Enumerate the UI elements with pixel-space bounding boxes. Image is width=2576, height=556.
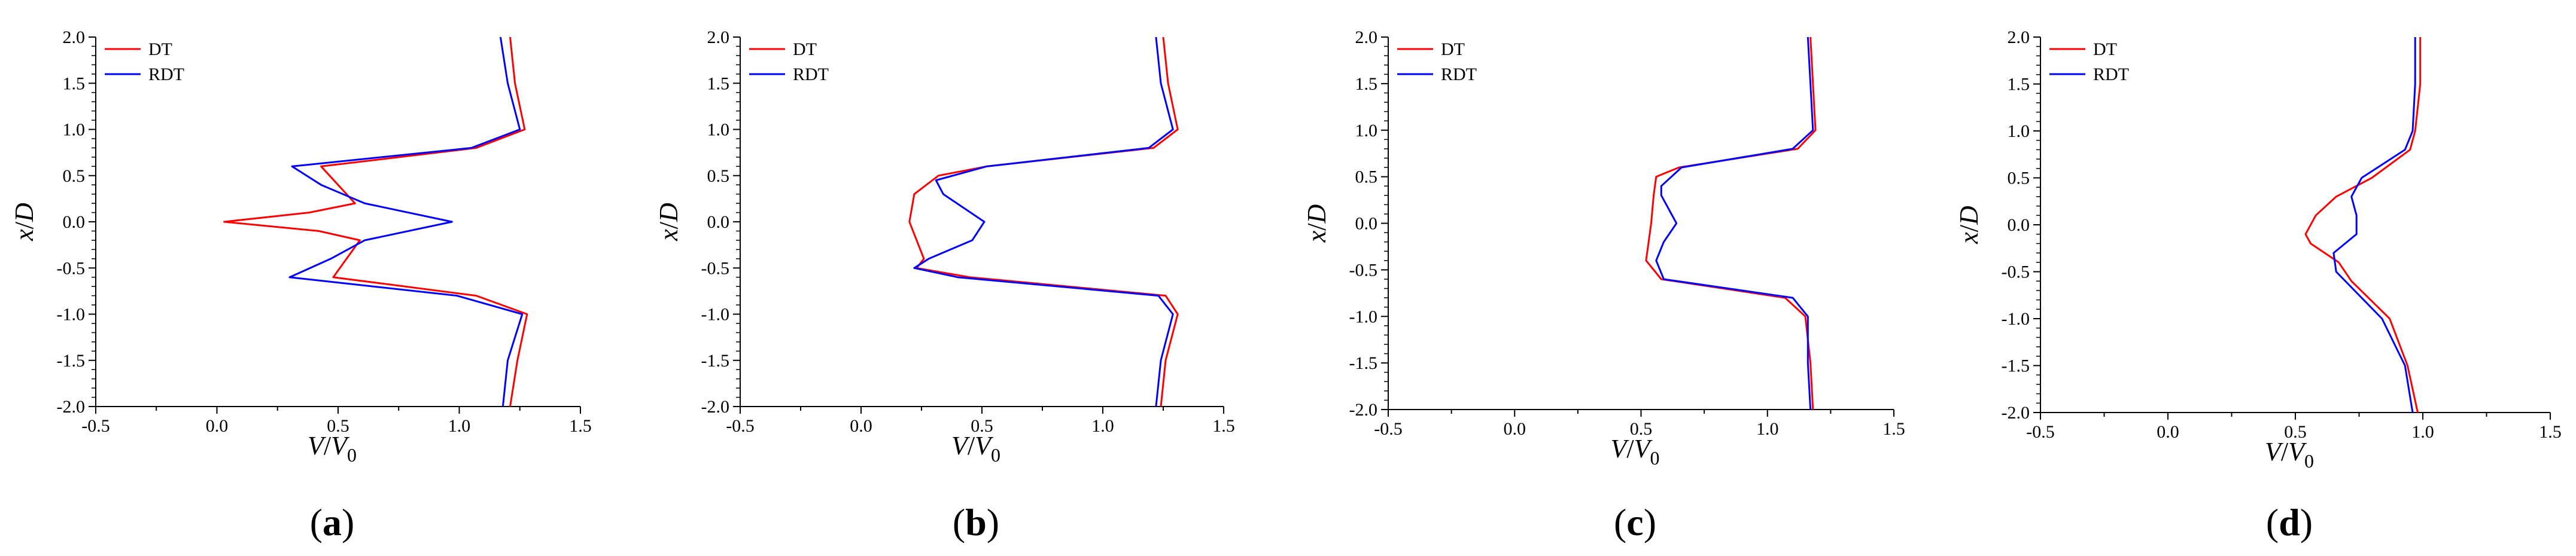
y-tick-label: 1.0	[63, 120, 86, 140]
y-tick-label: 2.0	[1355, 28, 1378, 47]
y-axis-title: x/D	[654, 203, 683, 242]
series-line-rdt	[1655, 36, 1814, 410]
y-axis-title: x/D	[1302, 204, 1331, 243]
y-tick-label: -1.5	[2002, 356, 2030, 376]
x-tick-label: 1.5	[569, 416, 592, 436]
x-tick-label: -0.5	[2026, 422, 2055, 442]
x-tick-label: 1.0	[448, 416, 471, 436]
y-tick-label: -1.5	[57, 351, 86, 371]
x-tick-label: 1.5	[1212, 416, 1235, 436]
y-tick-label: -2.0	[2002, 403, 2030, 423]
x-tick-label: 0.5	[327, 416, 349, 436]
x-tick-label: 0.0	[850, 416, 872, 436]
panel-label: (d)	[2266, 501, 2313, 543]
y-tick-label: 1.5	[1355, 74, 1378, 94]
y-tick-label: -1.0	[2002, 309, 2030, 329]
x-tick-label: 0.5	[1630, 419, 1653, 439]
series-line-dt	[223, 36, 528, 407]
y-tick-label: 2.0	[2008, 28, 2030, 47]
x-axis-title: V/V0	[951, 431, 1000, 466]
legend-label-rdt: RDT	[2093, 65, 2129, 84]
y-axis-title: x/D	[10, 203, 39, 242]
legend-label-rdt: RDT	[793, 65, 829, 84]
y-tick-label: 0.5	[2008, 169, 2030, 188]
y-tick-label: -0.5	[1349, 260, 1378, 280]
y-tick-label: 1.0	[2008, 121, 2030, 141]
y-tick-label: -2.0	[57, 397, 86, 417]
legend-label-dt: DT	[793, 39, 817, 59]
x-axis-title: V/V0	[308, 431, 357, 466]
legend-label-dt: DT	[2093, 39, 2117, 59]
y-tick-label: -1.0	[701, 305, 730, 325]
y-tick-label: -2.0	[701, 397, 730, 417]
y-tick-label: 1.5	[707, 74, 730, 93]
series-line-rdt	[288, 36, 524, 407]
x-tick-label: 1.0	[1756, 419, 1779, 439]
y-tick-label: -2.0	[1349, 400, 1378, 420]
y-tick-label: 0.5	[1355, 167, 1378, 187]
x-tick-label: 0.0	[2157, 422, 2179, 442]
y-tick-label: 0.0	[1355, 214, 1378, 234]
x-tick-label: 1.5	[1882, 419, 1905, 439]
panel-label: (b)	[953, 501, 999, 543]
panel-label: (c)	[1614, 501, 1656, 543]
y-tick-label: 1.0	[707, 120, 730, 140]
y-tick-label: 2.0	[63, 28, 86, 47]
y-tick-label: 2.0	[707, 28, 730, 47]
x-tick-label: 0.5	[971, 416, 993, 436]
x-tick-label: -0.5	[726, 416, 755, 436]
x-tick-label: 1.5	[2539, 422, 2562, 442]
y-tick-label: -1.0	[57, 305, 86, 325]
y-tick-label: -0.5	[2002, 262, 2030, 282]
y-tick-label: -0.5	[57, 258, 86, 278]
x-axis-title: V/V0	[2265, 437, 2314, 472]
x-tick-label: 0.5	[2284, 422, 2307, 442]
y-tick-label: 0.0	[707, 212, 730, 232]
y-tick-label: -1.0	[1349, 307, 1378, 326]
y-tick-label: 0.5	[707, 166, 730, 186]
panel-label: (a)	[310, 501, 355, 543]
y-tick-label: -1.5	[701, 351, 730, 371]
x-tick-label: -0.5	[81, 416, 110, 436]
series-line-dt	[1645, 36, 1817, 410]
x-tick-label: 0.0	[1504, 419, 1526, 439]
x-tick-label: -0.5	[1374, 419, 1403, 439]
y-tick-label: -0.5	[701, 258, 730, 278]
legend-label-rdt: RDT	[1441, 65, 1477, 84]
series-line-dt	[2304, 37, 2422, 413]
panel-b: -0.5 0.0 0.5 1.0 1.5 2.0 1.5 1.0 0.5 0.0 -0.5 -1.0 -…	[654, 28, 1235, 543]
panel-c: -0.5 0.0 0.5 1.0 1.5 2.0 1.5 1.0 0.5 0.0 -0.5 -1.0 -…	[1302, 28, 1905, 543]
panel-a: -0.5 0.0 0.5 1.0 1.5 2.0 1.5 1.0 0.5 0.0 -0.5 -1.0 -…	[10, 28, 592, 543]
legend-label-dt: DT	[148, 39, 172, 59]
y-tick-label: 0.0	[63, 212, 86, 232]
y-axis-title: x/D	[1954, 206, 1984, 245]
legend-label-dt: DT	[1441, 39, 1465, 59]
y-tick-label: 0.5	[63, 166, 86, 186]
x-tick-label: 0.0	[206, 416, 229, 436]
series-line-rdt	[2332, 37, 2416, 413]
x-axis-title: V/V0	[1610, 434, 1659, 469]
x-tick-label: 1.0	[1091, 416, 1114, 436]
x-tick-label: 1.0	[2411, 422, 2434, 442]
panel-d: -0.5 0.0 0.5 1.0 1.5 2.0 1.5 1.0 0.5 0.0 -0.5 -1.0 -…	[1954, 28, 2562, 543]
y-tick-label: 0.0	[2008, 215, 2030, 235]
series-line-dt	[908, 36, 1179, 407]
legend-label-rdt: RDT	[148, 65, 184, 84]
y-tick-label: 1.5	[63, 74, 86, 93]
y-tick-label: 1.5	[2008, 75, 2030, 94]
series-line-rdt	[913, 36, 1174, 407]
y-tick-label: 1.0	[1355, 121, 1378, 140]
y-tick-label: -1.5	[1349, 353, 1378, 373]
